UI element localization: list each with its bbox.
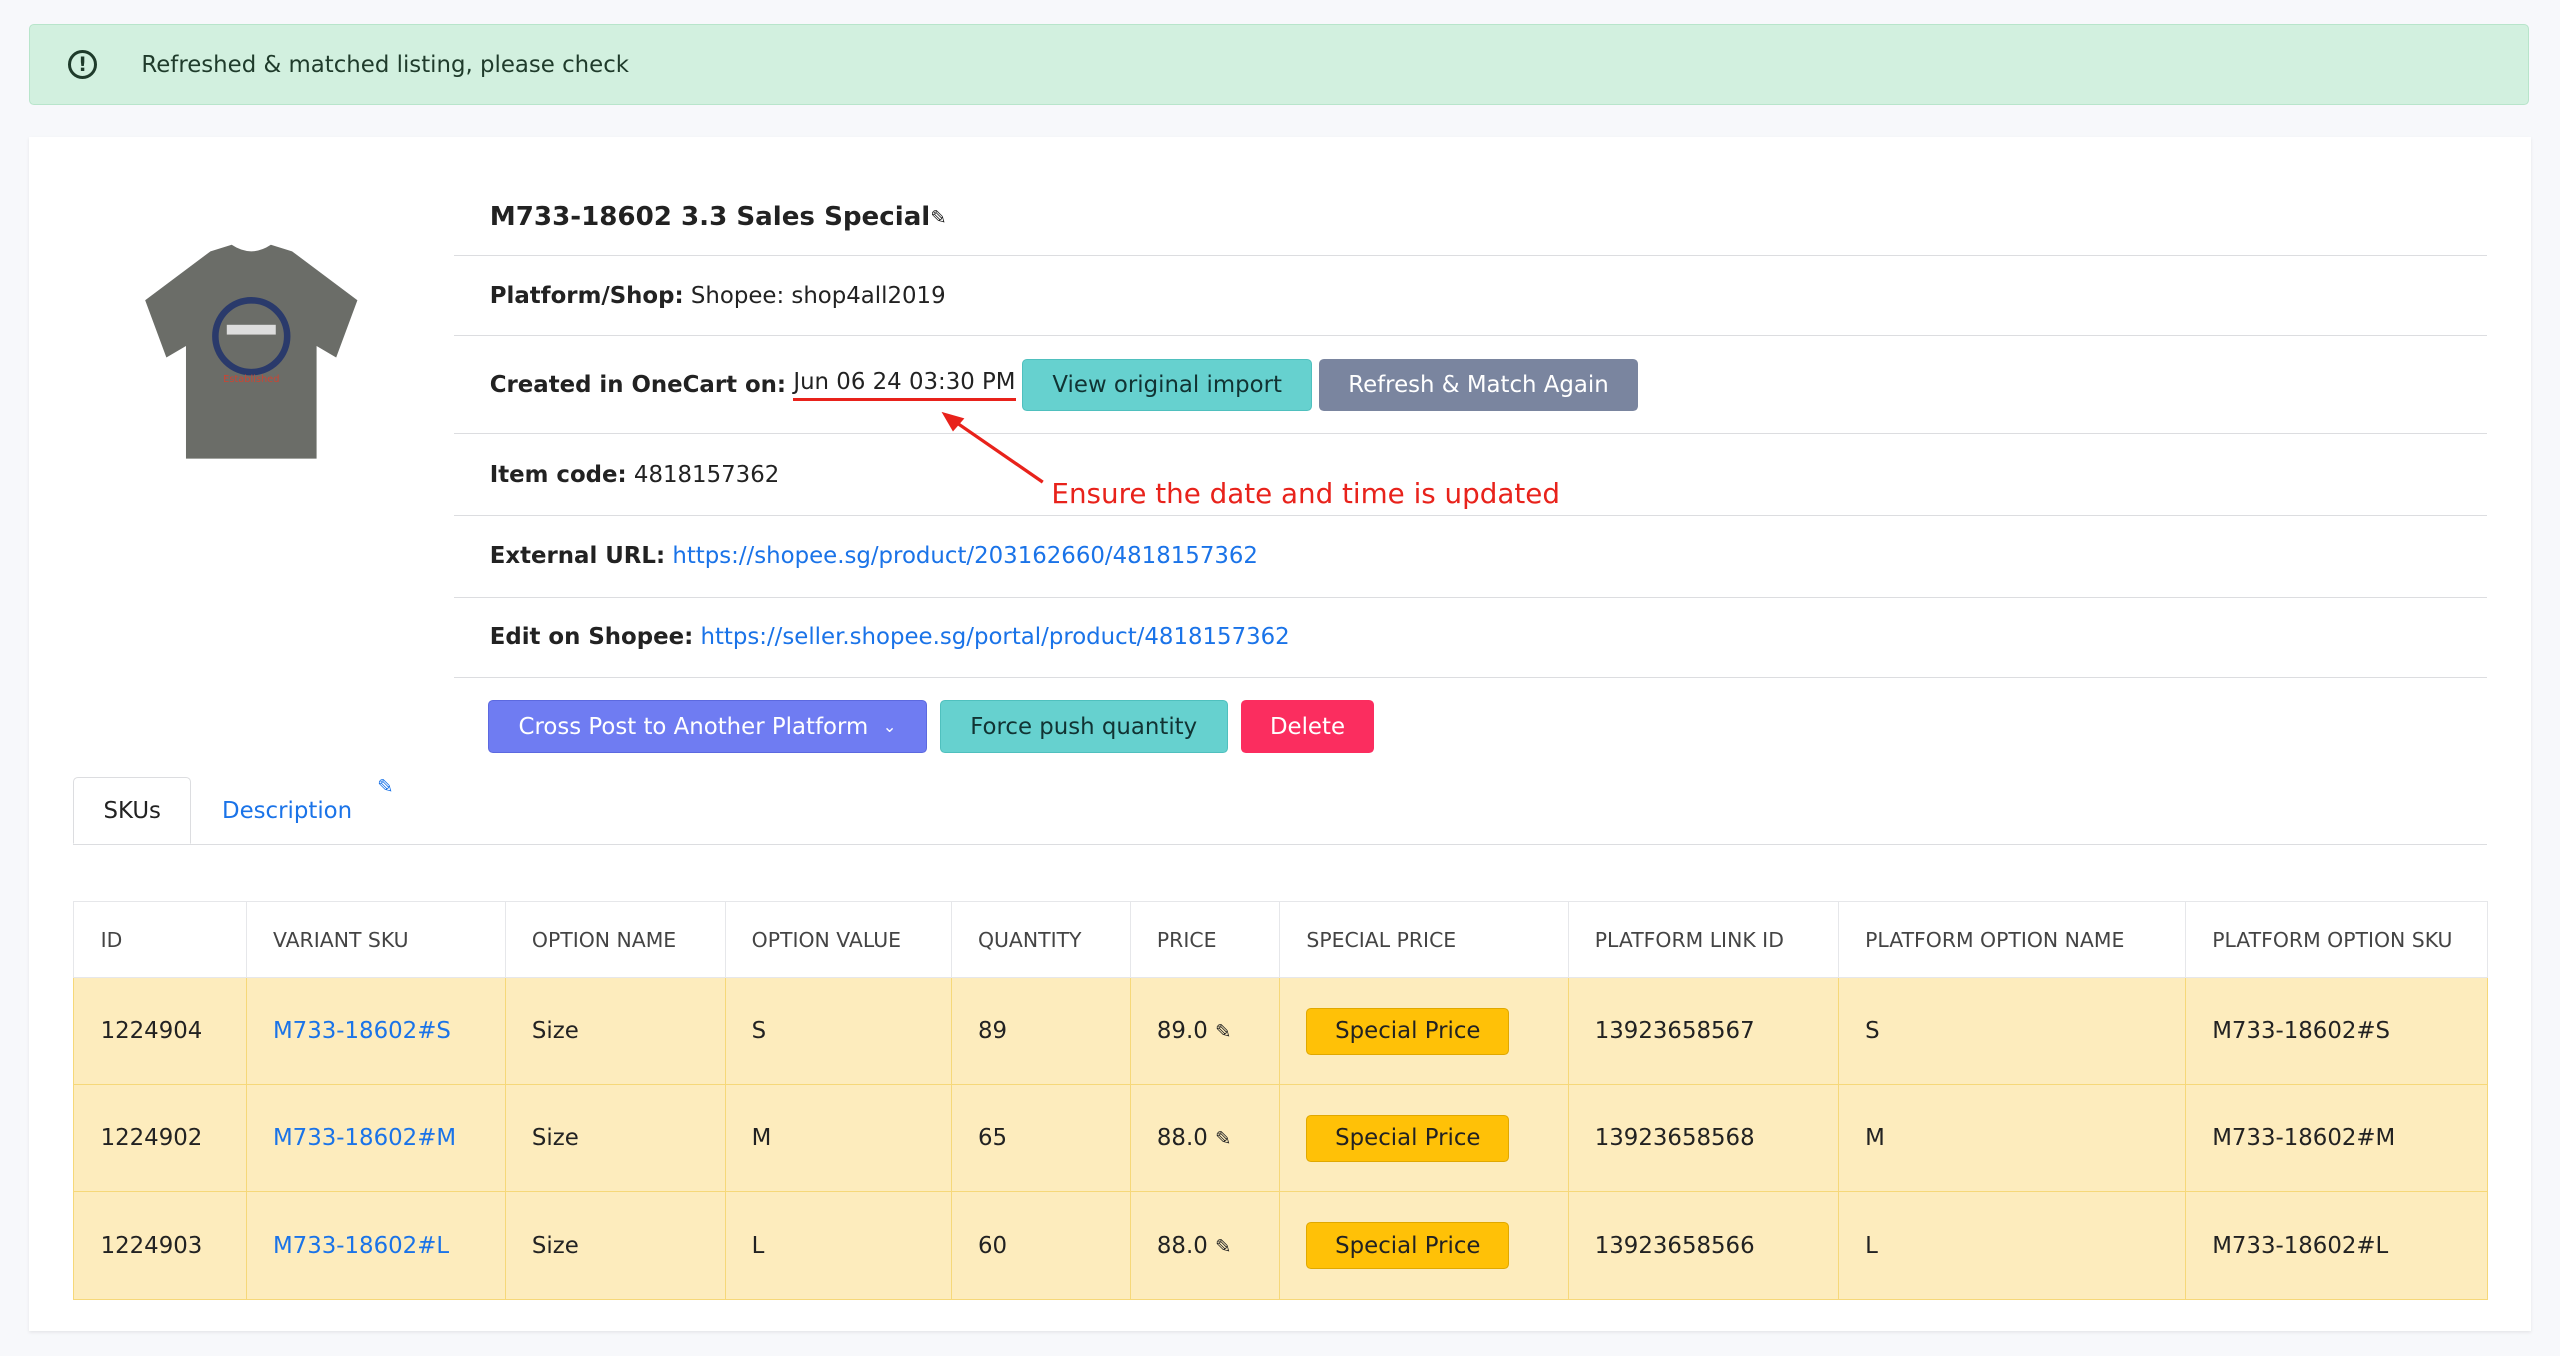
col-variant-sku: VARIANT SKU [245, 901, 506, 979]
cell-quantity: 65 [950, 1084, 1131, 1193]
external-url-link[interactable]: https://shopee.sg/product/203162660/4818… [672, 543, 1258, 570]
price-value: 88.0 [1156, 1232, 1208, 1259]
tab-bar: SKUs Description ✎ [73, 775, 2487, 846]
alert-banner: ! Refreshed & matched listing, please ch… [29, 24, 2530, 105]
variant-sku-link[interactable]: M733-18602#S [272, 1018, 451, 1045]
col-platform-link-id: PLATFORM LINK ID [1567, 901, 1839, 979]
force-push-quantity-button[interactable]: Force push quantity [939, 700, 1228, 753]
cell-variant-sku: M733-18602#S [245, 977, 506, 1086]
platform-label: Platform/Shop: [489, 282, 684, 309]
cell-option-name: Size [504, 1191, 726, 1300]
cell-platform-link-id: 13923658566 [1567, 1191, 1839, 1300]
created-value: Jun 06 24 03:30 PM [793, 369, 1016, 401]
platform-value: Shopee: shop4all2019 [690, 282, 946, 309]
annotation-arrow [942, 411, 1045, 483]
edit-description-icon[interactable]: ✎ [377, 775, 394, 799]
col-price: PRICE [1129, 901, 1281, 979]
edit-on-shopee-link[interactable]: https://seller.shopee.sg/portal/product/… [700, 624, 1290, 651]
platform-row: Platform/Shop: Shopee: shop4all2019 [453, 256, 2487, 337]
external-url-label: External URL: [489, 543, 666, 570]
tab-description[interactable]: Description [222, 797, 353, 824]
cell-platform-option-name: M [1837, 1084, 2187, 1193]
cell-platform-link-id: 13923658567 [1567, 977, 1839, 1086]
chevron-down-icon: ⌄ [882, 717, 897, 736]
special-price-button[interactable]: Special Price [1306, 1007, 1510, 1056]
sku-table: ID VARIANT SKU OPTION NAME OPTION VALUE … [73, 901, 2489, 1300]
col-quantity: QUANTITY [950, 901, 1131, 979]
cell-option-value: L [724, 1191, 952, 1300]
cell-id: 1224902 [73, 1084, 247, 1193]
table-row: 1224904 M733-18602#S Size S 89 89.0 ✎ Special … [73, 977, 2489, 1086]
cell-variant-sku: M733-18602#L [245, 1191, 506, 1300]
exclamation-circle-icon: ! [67, 49, 98, 80]
product-card: Established M733-18602 3.3 Sales Special… [29, 137, 2531, 1331]
cell-special-price: Special Price [1279, 1191, 1569, 1300]
cell-id: 1224904 [73, 977, 247, 1086]
cell-special-price: Special Price [1279, 1084, 1569, 1193]
item-code-label: Item code: [489, 461, 627, 488]
col-platform-option-name: PLATFORM OPTION NAME [1837, 901, 2187, 979]
alert-message: Refreshed & matched listing, please chec… [141, 51, 629, 78]
cell-platform-option-name: S [1837, 977, 2187, 1086]
product-title: M733-18602 3.3 Sales Special [489, 202, 931, 233]
price-value: 89.0 [1156, 1018, 1208, 1045]
title-row: M733-18602 3.3 Sales Special ✎ [453, 180, 2487, 257]
cell-option-value: S [724, 977, 952, 1086]
cell-quantity: 89 [950, 977, 1131, 1086]
table-header: ID VARIANT SKU OPTION NAME OPTION VALUE … [73, 901, 2489, 979]
created-label: Created in OneCart on: [489, 371, 787, 398]
edit-on-shopee-label: Edit on Shopee: [489, 624, 694, 651]
cell-special-price: Special Price [1279, 977, 1569, 1086]
cell-option-value: M [724, 1084, 952, 1193]
col-option-name: OPTION NAME [504, 901, 726, 979]
cell-variant-sku: M733-18602#M [245, 1084, 506, 1193]
cell-id: 1224903 [73, 1191, 247, 1300]
cell-option-name: Size [504, 1084, 726, 1193]
product-image: Established [145, 244, 358, 459]
cell-platform-option-name: L [1837, 1191, 2187, 1300]
col-option-value: OPTION VALUE [724, 901, 952, 979]
svg-text:Established: Established [223, 374, 279, 385]
edit-price-icon[interactable]: ✎ [1215, 1020, 1232, 1044]
table-row: 1224903 M733-18602#L Size L 60 88.0 ✎ Special … [73, 1191, 2489, 1300]
col-special-price: SPECIAL PRICE [1279, 901, 1569, 979]
refresh-match-again-button[interactable]: Refresh & Match Again [1318, 358, 1639, 411]
special-price-button[interactable]: Special Price [1306, 1221, 1510, 1270]
action-buttons: Cross Post to Another Platform ⌄ Force p… [488, 700, 1375, 753]
item-code-value: 4818157362 [633, 461, 780, 488]
cell-platform-option-sku: M733-18602#M [2185, 1084, 2489, 1193]
special-price-button[interactable]: Special Price [1306, 1114, 1510, 1163]
edit-price-icon[interactable]: ✎ [1215, 1127, 1232, 1151]
cell-price: 88.0 ✎ [1129, 1084, 1281, 1193]
cross-post-label: Cross Post to Another Platform [518, 713, 869, 740]
cell-option-name: Size [504, 977, 726, 1086]
cell-quantity: 60 [950, 1191, 1131, 1300]
table-row: 1224902 M733-18602#M Size M 65 88.0 ✎ Special … [73, 1084, 2489, 1193]
col-platform-option-sku: PLATFORM OPTION SKU [2185, 901, 2489, 979]
cell-platform-link-id: 13923658568 [1567, 1084, 1839, 1193]
cross-post-button[interactable]: Cross Post to Another Platform ⌄ [488, 700, 927, 753]
annotation-text: Ensure the date and time is updated [1051, 476, 1560, 510]
created-row: Created in OneCart on: Jun 06 24 03:30 P… [453, 336, 2487, 435]
tab-skus[interactable]: SKUs [73, 777, 191, 845]
item-code-row: Item code: 4818157362 [453, 434, 2487, 516]
cell-platform-option-sku: M733-18602#L [2185, 1191, 2489, 1300]
price-value: 88.0 [1156, 1125, 1208, 1152]
cell-price: 88.0 ✎ [1129, 1191, 1281, 1300]
delete-button[interactable]: Delete [1240, 700, 1375, 753]
col-id: ID [73, 901, 247, 979]
cell-platform-option-sku: M733-18602#S [2185, 977, 2489, 1086]
cell-price: 89.0 ✎ [1129, 977, 1281, 1086]
variant-sku-link[interactable]: M733-18602#L [272, 1232, 450, 1259]
edit-icon[interactable]: ✎ [930, 205, 947, 229]
edit-on-shopee-row: Edit on Shopee: https://seller.shopee.sg… [453, 598, 2487, 678]
edit-price-icon[interactable]: ✎ [1215, 1234, 1232, 1258]
view-original-import-button[interactable]: View original import [1022, 358, 1313, 411]
external-url-row: External URL: https://shopee.sg/product/… [453, 516, 2487, 598]
variant-sku-link[interactable]: M733-18602#M [272, 1125, 457, 1152]
